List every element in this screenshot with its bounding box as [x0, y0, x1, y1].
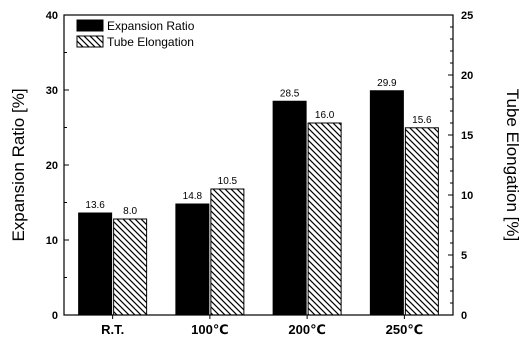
right-tick-label-1: 5	[461, 250, 467, 262]
left-tick-label-3: 30	[46, 85, 58, 97]
category-label-2: 200℃	[288, 322, 325, 337]
data-label-tube-elongation-2: 16.0	[315, 110, 335, 121]
legend-swatch-tube-elongation	[76, 35, 104, 48]
right-axis-title: Tube Elongation [%]	[503, 89, 521, 241]
data-label-tube-elongation-1: 10.5	[218, 176, 238, 187]
left-tick-label-2: 20	[46, 160, 58, 172]
legend: Expansion Ratio Tube Elongation	[76, 19, 195, 49]
legend-swatch-expansion-ratio	[76, 19, 104, 32]
category-label-3: 250℃	[386, 322, 423, 337]
bar-tube-elongation-0	[113, 218, 148, 316]
data-label-tube-elongation-3: 15.6	[412, 115, 432, 126]
bar-tube-elongation-3	[404, 127, 439, 316]
data-label-expansion-ratio-0: 13.6	[85, 200, 105, 211]
category-axis: R.T. 100℃ 200℃ 250℃	[101, 315, 423, 337]
data-label-expansion-ratio-3: 29.9	[377, 78, 397, 89]
bar-tube-elongation-1	[210, 188, 245, 316]
category-label-0: R.T.	[101, 322, 124, 337]
category-label-1: 100℃	[191, 322, 228, 337]
right-tick-label-5: 25	[461, 10, 473, 22]
right-tick-label-3: 15	[461, 130, 473, 142]
legend-label-expansion-ratio: Expansion Ratio	[107, 19, 195, 33]
data-label-expansion-ratio-2: 28.5	[280, 88, 300, 99]
left-tick-label-0: 0	[52, 310, 58, 322]
left-tick-label-1: 10	[46, 235, 58, 247]
data-labels-layer: 13.6 8.0 14.8 10.5 28.5 16.0 29.9 15.6	[85, 78, 432, 217]
data-label-tube-elongation-0: 8.0	[123, 206, 137, 217]
legend-label-tube-elongation: Tube Elongation	[107, 35, 194, 49]
left-tick-label-4: 40	[46, 10, 58, 22]
bar-expansion-ratio-3	[369, 90, 404, 316]
left-axis: 0 10 20 30 40	[46, 10, 69, 322]
right-axis: 0 5 10 15 20 25	[448, 10, 473, 322]
right-tick-label-4: 20	[461, 70, 473, 82]
bar-expansion-ratio-1	[175, 203, 210, 316]
data-label-expansion-ratio-1: 14.8	[183, 191, 203, 202]
right-tick-label-0: 0	[461, 310, 467, 322]
bars-layer	[78, 90, 439, 316]
bar-tube-elongation-2	[307, 122, 342, 316]
bar-expansion-ratio-0	[78, 212, 113, 316]
left-axis-title: Expansion Ratio [%]	[9, 88, 28, 241]
bar-expansion-ratio-2	[272, 100, 307, 316]
right-tick-label-2: 10	[461, 190, 473, 202]
